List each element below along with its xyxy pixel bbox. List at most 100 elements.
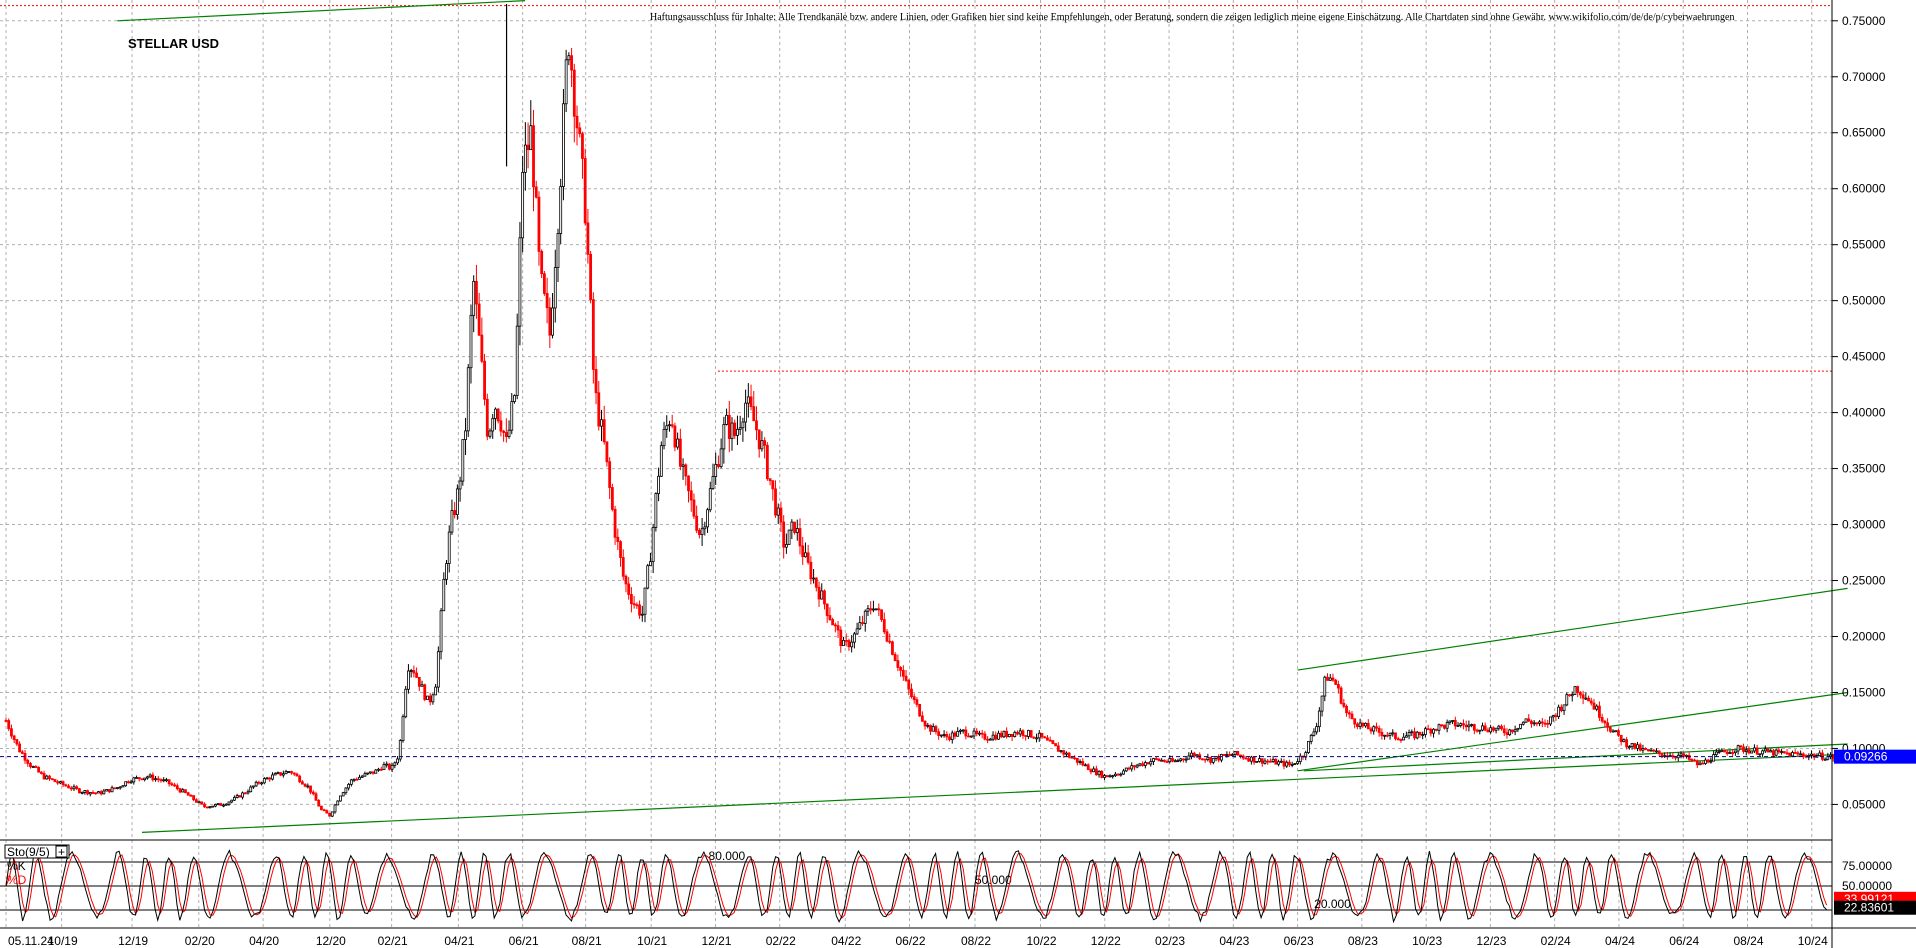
candle-body: [475, 280, 478, 305]
candle-body: [872, 608, 875, 611]
candle-body: [692, 499, 696, 517]
candle-body: [711, 476, 715, 490]
candle-body: [1152, 758, 1155, 762]
candle-body: [94, 792, 98, 795]
candle-body: [784, 544, 788, 548]
candle-body: [717, 464, 720, 468]
candle-body: [991, 734, 995, 740]
candle-body: [1375, 726, 1378, 729]
candle-body: [942, 734, 946, 736]
candle-body: [901, 669, 905, 677]
candle-body: [325, 810, 329, 814]
candle-body: [1516, 727, 1520, 731]
candle-body: [950, 732, 954, 740]
expand-button[interactable]: [55, 845, 68, 858]
candle-body: [235, 795, 239, 798]
candle-body: [31, 766, 35, 768]
candle-body: [1742, 746, 1745, 752]
candle-body: [97, 791, 100, 794]
candle-body: [1334, 679, 1338, 685]
trend-line: [141, 753, 1848, 834]
candle-body: [1687, 754, 1691, 760]
candle-body: [1307, 741, 1310, 753]
candle-body: [1638, 744, 1642, 751]
candle-body: [1184, 758, 1188, 761]
candle-body: [961, 729, 965, 732]
candle-body: [665, 425, 669, 430]
candle-body: [828, 615, 832, 620]
candle-body: [1521, 721, 1525, 725]
x-tick-label: 04/21: [444, 934, 474, 948]
x-tick-label: 04/23: [1219, 934, 1249, 948]
candle-body: [491, 418, 495, 432]
candle-body: [260, 782, 263, 785]
candle-body: [1056, 745, 1060, 752]
candle-body: [1565, 694, 1569, 706]
candle-body: [934, 726, 938, 733]
candle-body: [1823, 758, 1827, 761]
candle-body: [1733, 750, 1737, 754]
price-tick-label: 0.40000: [1842, 406, 1886, 420]
candle-body: [765, 444, 769, 480]
candle-body: [1456, 725, 1460, 727]
candle-body: [1385, 734, 1389, 737]
candle-body: [254, 781, 258, 787]
candle-body: [1285, 761, 1289, 767]
candle-body: [184, 789, 187, 794]
candle-body: [1527, 718, 1531, 722]
candle-body: [1361, 722, 1365, 727]
candle-body: [1423, 728, 1427, 735]
candle-body: [1641, 747, 1645, 751]
candle-body: [311, 791, 315, 795]
trend-line: [117, 0, 526, 22]
candle-body: [567, 55, 571, 61]
candle-body: [64, 784, 68, 787]
candle-body: [893, 654, 897, 662]
candle-body: [776, 507, 780, 516]
x-tick-label: 06/23: [1284, 934, 1314, 948]
candle-body: [1554, 715, 1558, 717]
candle-body: [34, 766, 38, 768]
candle-body: [262, 778, 266, 784]
candle-body: [303, 783, 307, 787]
x-tick-label: 12/21: [701, 934, 731, 948]
candle-body: [366, 772, 370, 775]
candle-body: [1078, 761, 1082, 763]
x-tick-label: 10/24: [1798, 934, 1828, 948]
candle-body: [1312, 731, 1316, 736]
candle-body: [1570, 694, 1574, 697]
stoch-d-badge: [1834, 900, 1916, 915]
candle-body: [1619, 734, 1623, 743]
candle-body: [124, 781, 128, 787]
candle-body: [445, 563, 448, 580]
candle-body: [1448, 720, 1452, 724]
candle-body: [882, 619, 886, 633]
candle-body: [1013, 731, 1017, 737]
candle-body: [907, 680, 911, 690]
candle-body: [159, 779, 163, 782]
candle-body: [189, 794, 193, 797]
candle-body: [216, 803, 220, 805]
candle-body: [1315, 726, 1319, 733]
price-tick-label: 0.75000: [1842, 14, 1886, 28]
candle-body: [371, 771, 375, 774]
candle-body: [619, 541, 622, 558]
candle-body: [1728, 752, 1732, 755]
candle-body: [1464, 724, 1468, 728]
candle-body: [347, 783, 351, 789]
candle-body: [532, 125, 535, 188]
candle-body: [1048, 739, 1052, 742]
candle-body: [703, 526, 707, 530]
candle-body: [668, 424, 671, 427]
candle-body: [1739, 745, 1743, 748]
candle-body: [69, 787, 73, 790]
candle-body: [820, 590, 824, 600]
candle-body: [1649, 749, 1653, 752]
candle-body: [1483, 725, 1487, 731]
candlestick-series: [4, 4, 1835, 818]
candle-body: [602, 419, 606, 443]
candle-body: [249, 786, 253, 793]
candle-body: [915, 699, 919, 705]
candle-body: [926, 724, 930, 727]
